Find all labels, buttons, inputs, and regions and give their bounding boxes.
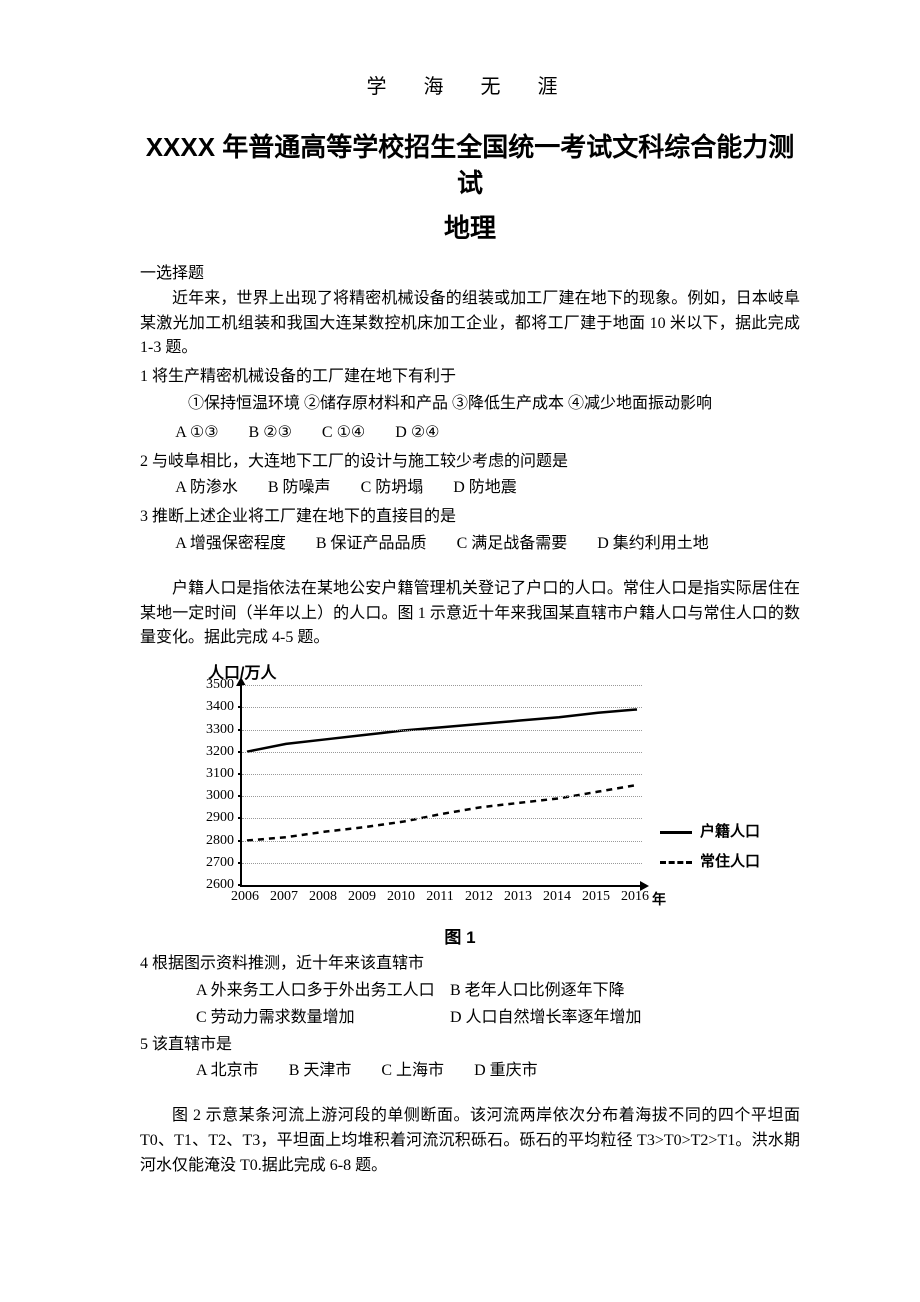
passage-1: 近年来，世界上出现了将精密机械设备的组装或加工厂建在地下的现象。例如，日本岐阜某… <box>140 287 800 361</box>
series-户籍人口 <box>247 710 637 752</box>
choice-1a: A ①③ <box>175 424 218 441</box>
choice-1d: D ②④ <box>395 424 439 441</box>
x-tick-label: 2007 <box>270 889 298 905</box>
choice-4c: C 劳动力需求数量增加 <box>196 1006 446 1031</box>
legend-huji-label: 户籍人口 <box>700 823 760 840</box>
chart-plot-area: 户籍人口 常住人口 260027002800290030003100320033… <box>180 685 740 915</box>
question-2: 2 与岐阜相比，大连地下工厂的设计与施工较少考虑的问题是 <box>140 450 800 475</box>
x-tick-label: 2016 <box>621 889 649 905</box>
series-常住人口 <box>247 785 637 841</box>
exam-page: 学 海 无 涯 XXXX 年普通高等学校招生全国统一考试文科综合能力测试 地理 … <box>0 0 920 1243</box>
x-tick-label: 2012 <box>465 889 493 905</box>
question-2-choices: A 防渗水 B 防噪声 C 防坍塌 D 防地震 <box>175 476 800 501</box>
legend-dash-swatch-icon <box>660 861 692 864</box>
choice-5c: C 上海市 <box>381 1062 444 1079</box>
legend-huji: 户籍人口 <box>660 820 760 841</box>
y-tick-label: 3300 <box>180 722 234 738</box>
x-tick-label: 2011 <box>426 889 453 905</box>
question-3: 3 推断上述企业将工厂建在地下的直接目的是 <box>140 505 800 530</box>
choice-3a: A 增强保密程度 <box>175 535 286 552</box>
choice-4d: D 人口自然增长率逐年增加 <box>450 1009 642 1026</box>
question-4-choices-row2: C 劳动力需求数量增加 D 人口自然增长率逐年增加 <box>196 1006 800 1031</box>
choice-4a: A 外来务工人口多于外出务工人口 <box>196 979 446 1004</box>
choice-5a: A 北京市 <box>196 1062 259 1079</box>
choice-3b: B 保证产品品质 <box>316 535 427 552</box>
choice-1c: C ①④ <box>322 424 365 441</box>
x-axis-unit-label: 年 <box>652 889 666 909</box>
chart-plot-box <box>240 685 642 887</box>
x-tick-label: 2010 <box>387 889 415 905</box>
choice-2d: D 防地震 <box>453 479 517 496</box>
question-4-choices-row1: A 外来务工人口多于外出务工人口 B 老年人口比例逐年下降 <box>196 979 800 1004</box>
y-tick-label: 2900 <box>180 810 234 826</box>
y-tick-label: 3000 <box>180 788 234 804</box>
question-5-choices: A 北京市 B 天津市 C 上海市 D 重庆市 <box>196 1059 800 1084</box>
exam-subject: 地理 <box>140 208 800 245</box>
question-1: 1 将生产精密机械设备的工厂建在地下有利于 <box>140 365 800 390</box>
passage-3: 图 2 示意某条河流上游河段的单侧断面。该河流两岸依次分布着海拔不同的四个平坦面… <box>140 1104 800 1178</box>
question-1-statements: ①保持恒温环境 ②储存原材料和产品 ③降低生产成本 ④减少地面振动影响 <box>188 392 800 417</box>
legend-changzhu-label: 常住人口 <box>700 853 760 870</box>
question-5: 5 该直辖市是 <box>140 1033 800 1058</box>
chart-svg <box>242 685 642 885</box>
figure-1-chart: 人口/万人 户籍人口 常住人口 260027002800290030003100… <box>180 659 740 948</box>
y-tick-label: 2800 <box>180 833 234 849</box>
choice-3d: D 集约利用土地 <box>597 535 709 552</box>
legend-solid-swatch-icon <box>660 831 692 834</box>
y-tick-label: 2700 <box>180 855 234 871</box>
choice-5b: B 天津市 <box>289 1062 352 1079</box>
x-tick-label: 2006 <box>231 889 259 905</box>
choice-2b: B 防噪声 <box>268 479 331 496</box>
x-tick-label: 2008 <box>309 889 337 905</box>
question-4: 4 根据图示资料推测，近十年来该直辖市 <box>140 952 800 977</box>
question-1-choices: A ①③ B ②③ C ①④ D ②④ <box>175 421 800 446</box>
choice-4b: B 老年人口比例逐年下降 <box>450 982 625 999</box>
question-3-choices: A 增强保密程度 B 保证产品品质 C 满足战备需要 D 集约利用土地 <box>175 532 800 557</box>
exam-title: XXXX 年普通高等学校招生全国统一考试文科综合能力测试 <box>140 129 800 202</box>
x-tick-label: 2014 <box>543 889 571 905</box>
figure-1-caption: 图 1 <box>180 923 740 948</box>
legend-changzhu: 常住人口 <box>660 850 760 871</box>
choice-1b: B ②③ <box>249 424 292 441</box>
y-tick-label: 2600 <box>180 877 234 893</box>
y-tick-label: 3200 <box>180 744 234 760</box>
x-tick-label: 2013 <box>504 889 532 905</box>
x-tick-label: 2009 <box>348 889 376 905</box>
y-tick-label: 3400 <box>180 699 234 715</box>
page-header: 学 海 无 涯 <box>140 70 800 99</box>
choice-2a: A 防渗水 <box>175 479 238 496</box>
choice-2c: C 防坍塌 <box>361 479 424 496</box>
x-tick-label: 2015 <box>582 889 610 905</box>
passage-2: 户籍人口是指依法在某地公安户籍管理机关登记了户口的人口。常住人口是指实际居住在某… <box>140 577 800 651</box>
choice-5d: D 重庆市 <box>474 1062 538 1079</box>
section-1-heading: 一选择题 <box>140 259 800 283</box>
y-tick-label: 3500 <box>180 677 234 693</box>
chart-y-axis-label: 人口/万人 <box>208 659 740 683</box>
y-tick-label: 3100 <box>180 766 234 782</box>
choice-3c: C 满足战备需要 <box>457 535 568 552</box>
